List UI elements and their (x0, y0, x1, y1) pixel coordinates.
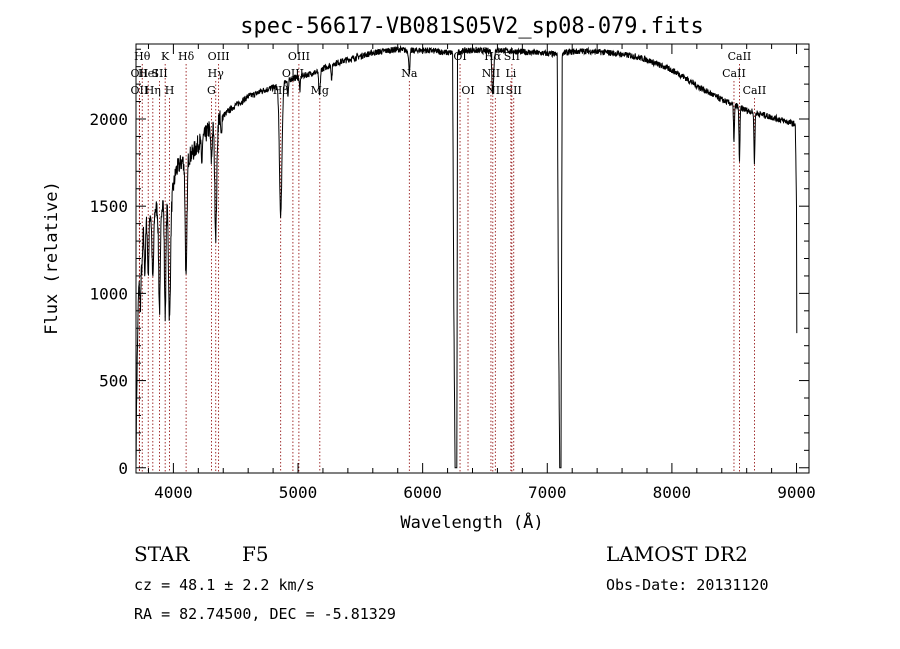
x-tick-label: 7000 (528, 483, 567, 502)
survey-name: LAMOST DR2 (606, 542, 748, 566)
x-tick-label: 9000 (777, 483, 816, 502)
line-label: Hβ (273, 84, 289, 97)
observation-date: Obs-Date: 20131120 (606, 576, 769, 594)
line-label: Hθ (134, 50, 151, 63)
line-label: OIII (288, 50, 310, 63)
y-tick-label: 500 (99, 372, 128, 391)
x-tick-label: 6000 (403, 483, 442, 502)
redshift-cz: cz = 48.1 ± 2.2 km/s (134, 576, 315, 594)
line-label: CaII (743, 84, 767, 97)
line-label: K (161, 50, 170, 63)
line-label: HeI (138, 67, 158, 80)
line-label: OI (453, 50, 466, 63)
line-label: G (207, 84, 216, 97)
axis-ticks (136, 44, 809, 473)
line-labels: OII OII Hθ HeI Hη SII K H Hδ G Hγ OIII Hβ OIII OIII Mg N… (131, 50, 767, 97)
y-axis-label: Flux (relative) (42, 181, 62, 335)
y-tick-label: 0 (118, 459, 128, 478)
line-label: OII (131, 84, 149, 97)
y-tick-label: 1000 (89, 284, 128, 303)
line-label: OI (461, 84, 474, 97)
line-label: Na (401, 67, 418, 80)
x-axis-label: Wavelength (Å) (400, 511, 543, 533)
line-label: Mg (311, 84, 329, 97)
line-label: Hη (145, 84, 161, 97)
line-label: SII (151, 67, 167, 80)
line-label: Hα (484, 50, 502, 63)
line-label: OII (131, 67, 149, 80)
plot-frame (135, 43, 810, 474)
object-subclass: F5 (242, 542, 269, 566)
line-label: OIII (282, 67, 304, 80)
line-label: SII (506, 84, 522, 97)
object-class: STAR (134, 542, 190, 566)
line-label: CaII (728, 50, 752, 63)
y-tick-label: 2000 (89, 110, 128, 129)
line-label: NII (482, 67, 500, 80)
spectrum-line (135, 44, 798, 469)
y-tick-label: 1500 (89, 197, 128, 216)
x-tick-label: 5000 (279, 483, 318, 502)
line-label: CaII (722, 67, 746, 80)
line-label: Hγ (208, 67, 225, 80)
line-label: OIII (208, 50, 230, 63)
line-label: SII (504, 50, 520, 63)
x-tick-label: 4000 (154, 483, 193, 502)
line-markers (138, 64, 755, 473)
tick-labels: 4000 5000 6000 7000 8000 9000 0 500 1000 1500 2000 (89, 110, 815, 502)
chart-title: spec-56617-VB081S05V2_sp08-079.fits (240, 14, 704, 39)
coordinates: RA = 82.74500, DEC = -5.81329 (134, 605, 396, 623)
x-tick-label: 8000 (653, 483, 692, 502)
line-label: H (165, 84, 175, 97)
line-label: Li (505, 67, 516, 80)
line-label: NII (486, 84, 504, 97)
line-label: Hδ (178, 50, 195, 63)
